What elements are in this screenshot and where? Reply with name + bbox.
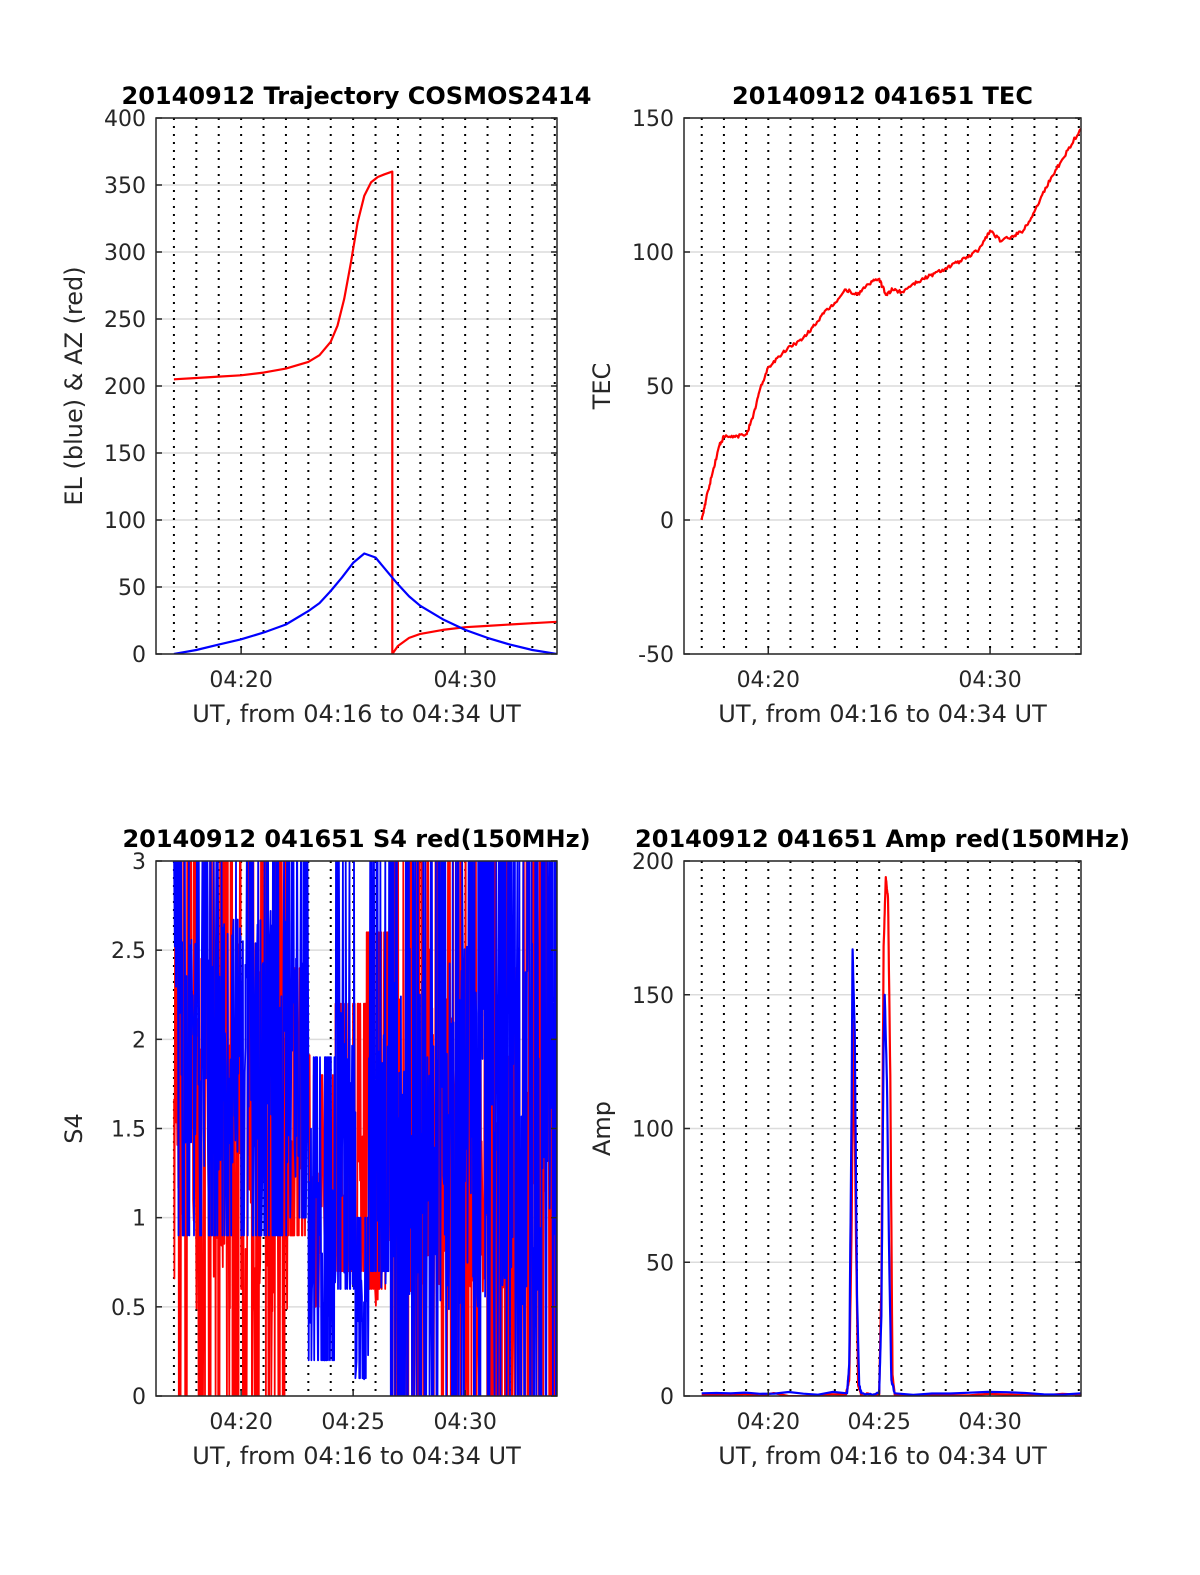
x-tick-label: 04:20 — [209, 668, 272, 693]
y-tick-label: 3 — [132, 850, 146, 875]
x-tick-label: 04:20 — [737, 668, 800, 693]
y-tick-label: 100 — [632, 241, 674, 266]
y-tick-label: 100 — [104, 509, 146, 534]
x-tick-label: 04:25 — [847, 1410, 910, 1435]
y-tick-label: 1 — [132, 1207, 146, 1232]
y-tick-label: 350 — [104, 174, 146, 199]
amp-series-blue — [701, 948, 1081, 1396]
tec-title: 20140912 041651 TEC — [732, 82, 1033, 110]
tec-xlabel: UT, from 04:16 to 04:34 UT — [718, 700, 1047, 728]
y-tick-label: 200 — [632, 850, 674, 875]
y-tick-label: 50 — [646, 1251, 674, 1276]
tec-panel: -50 0 50 100 150 04:20 04:30 20140912 041651 TE… — [588, 82, 1082, 728]
tec-ylabel: TEC — [588, 363, 616, 411]
trajectory-series-red — [173, 170, 557, 654]
x-tick-label: 04:30 — [958, 1410, 1021, 1435]
y-tick-label: 250 — [104, 308, 146, 333]
y-tick-label: 150 — [632, 107, 674, 132]
y-tick-label: 100 — [632, 1118, 674, 1143]
trajectory-series-blue — [173, 552, 557, 654]
x-tick-label: 04:30 — [958, 668, 1021, 693]
s4-data — [173, 861, 557, 1396]
y-tick-label: 50 — [646, 375, 674, 400]
trajectory-panel: 0 50 100 150 200 250 300 350 400 04:20 04:30 201409… — [60, 82, 591, 728]
y-tick-label: 300 — [104, 241, 146, 266]
x-tick-label: 04:20 — [209, 1410, 272, 1435]
s4-xlabel: UT, from 04:16 to 04:34 UT — [192, 1442, 521, 1470]
trajectory-ylabel: EL (blue) & AZ (red) — [60, 266, 88, 505]
y-tick-label: 0 — [132, 643, 146, 668]
y-tick-label: -50 — [638, 643, 674, 668]
y-tick-label: 2.5 — [111, 939, 146, 964]
y-tick-label: 0.5 — [111, 1296, 146, 1321]
x-tick-label: 04:20 — [737, 1410, 800, 1435]
x-tick-label: 04:30 — [433, 668, 496, 693]
trajectory-title: 20140912 Trajectory COSMOS2414 — [122, 82, 592, 110]
amp-panel: 0 50 100 150 200 04:20 04:25 04:30 20140912 0416… — [588, 825, 1130, 1470]
tec-data — [700, 127, 1081, 521]
y-tick-label: 50 — [118, 576, 146, 601]
y-tick-label: 150 — [104, 442, 146, 467]
y-tick-label: 1.5 — [111, 1118, 146, 1143]
y-tick-label: 150 — [632, 984, 674, 1009]
amp-title: 20140912 041651 Amp red(150MHz) — [635, 825, 1130, 853]
s4-title: 20140912 041651 S4 red(150MHz) — [122, 825, 590, 853]
trajectory-data — [173, 170, 557, 654]
y-tick-label: 200 — [104, 375, 146, 400]
y-tick-label: 400 — [104, 107, 146, 132]
x-tick-label: 04:25 — [321, 1410, 384, 1435]
y-tick-label: 0 — [660, 509, 674, 534]
amp-ylabel: Amp — [588, 1101, 616, 1156]
s4-ylabel: S4 — [60, 1113, 88, 1144]
y-tick-label: 0 — [132, 1385, 146, 1410]
y-tick-label: 2 — [132, 1028, 146, 1053]
s4-series-blue — [173, 861, 557, 1396]
amp-data — [701, 875, 1081, 1396]
tec-series-red — [700, 127, 1081, 521]
s4-panel: 0 0.5 1 1.5 2 2.5 3 04:20 04:25 04:30 20140912 041… — [60, 825, 591, 1470]
x-tick-label: 04:30 — [433, 1410, 496, 1435]
y-tick-label: 0 — [660, 1385, 674, 1410]
amp-xlabel: UT, from 04:16 to 04:34 UT — [718, 1442, 1047, 1470]
trajectory-xlabel: UT, from 04:16 to 04:34 UT — [192, 700, 521, 728]
